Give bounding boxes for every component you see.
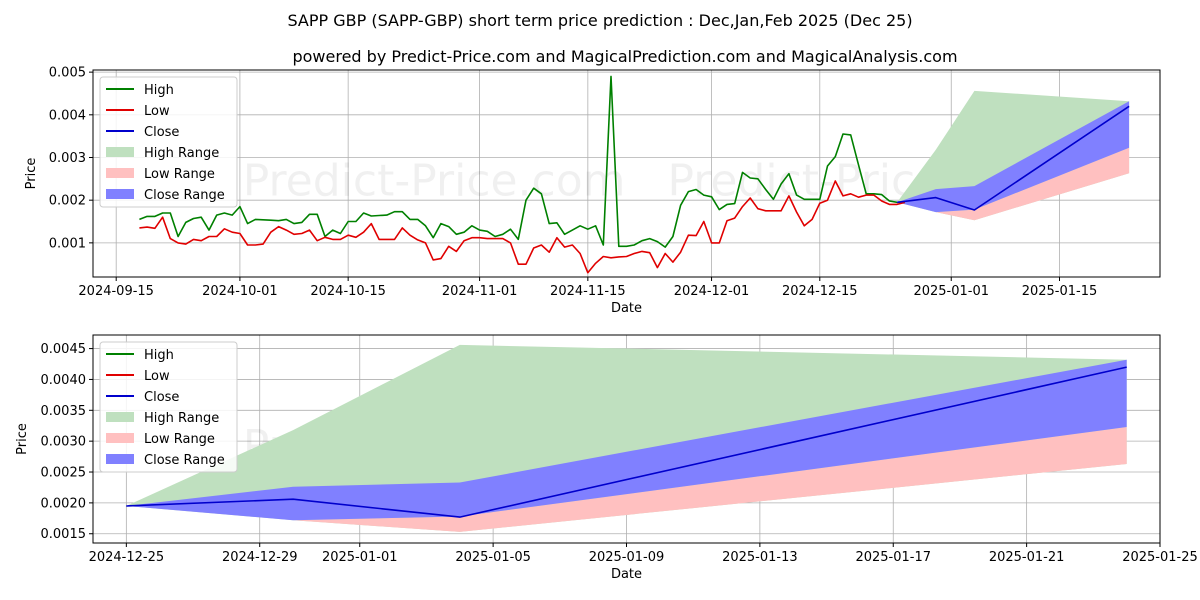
- plot-area: [139, 75, 1130, 274]
- x-tick-label: 2024-12-29: [222, 550, 298, 565]
- high-line: [139, 75, 905, 248]
- x-tick-label: 2025-01-09: [589, 550, 665, 565]
- y-tick-label: 0.004: [49, 108, 86, 123]
- legend-swatch: [106, 147, 134, 157]
- x-tick-label: 2025-01-25: [1122, 550, 1198, 565]
- legend-swatch: [106, 189, 134, 199]
- x-tick-label: 2025-01-13: [722, 550, 798, 565]
- x-tick-label: 2025-01-15: [1022, 284, 1098, 299]
- y-tick-label: 0.0025: [41, 466, 87, 481]
- legend-box: [99, 76, 238, 208]
- legend-label: Close Range: [144, 453, 225, 468]
- y-tick-label: 0.0035: [41, 404, 87, 419]
- x-tick-label: 2024-10-01: [202, 284, 278, 299]
- legend: High Low Close High Range Low Range Close Ran…: [99, 341, 238, 473]
- legend-label: Close: [144, 125, 179, 140]
- legend-label: Low: [144, 104, 170, 119]
- y-tick-label: 0.003: [49, 151, 86, 166]
- plot-area: [126, 344, 1127, 532]
- legend-label: Close: [144, 390, 179, 405]
- x-tick-label: 2025-01-17: [855, 550, 931, 565]
- x-tick-label: 2025-01-21: [989, 550, 1065, 565]
- legend-swatch: [106, 168, 134, 178]
- low-line: [139, 180, 906, 274]
- x-tick-label: 2024-11-01: [442, 284, 518, 299]
- x-tick-label: 2024-11-15: [550, 284, 626, 299]
- legend-box: [99, 341, 238, 473]
- legend-label: Low: [144, 369, 170, 384]
- y-tick-label: 0.0020: [41, 496, 87, 511]
- close-line: [126, 366, 1127, 518]
- x-tick-label: 2025-01-05: [455, 550, 531, 565]
- close-range-band: [126, 359, 1127, 521]
- x-tick-label: 2024-12-01: [674, 284, 750, 299]
- top-plot: Predict-Price.com Predict-Price.com2024-…: [24, 66, 1161, 316]
- x-tick-label: 2024-12-25: [89, 550, 165, 565]
- bottom-plot: Predict-Price.com Predict-Price.com2024-…: [15, 334, 1198, 582]
- x-tick-label: 2024-09-15: [78, 284, 154, 299]
- y-tick-label: 0.005: [49, 66, 86, 81]
- legend-swatch: [106, 412, 134, 422]
- x-axis-label: Date: [611, 301, 642, 316]
- y-tick-label: 0.001: [49, 236, 86, 251]
- close-range-band: [897, 101, 1130, 213]
- legend-label: Low Range: [144, 432, 215, 447]
- legend-swatch: [106, 433, 134, 443]
- y-tick-label: 0.0030: [41, 435, 87, 450]
- legend-label: Close Range: [144, 188, 225, 203]
- legend-swatch: [106, 454, 134, 464]
- x-axis-label: Date: [611, 567, 642, 582]
- legend-label: High Range: [144, 411, 219, 426]
- legend-label: High Range: [144, 146, 219, 161]
- plot-frame: [92, 69, 1161, 278]
- chart-subtitle: powered by Predict-Price.com and Magical…: [292, 47, 957, 66]
- y-tick-label: 0.0040: [41, 373, 87, 388]
- x-tick-label: 2024-12-15: [782, 284, 858, 299]
- y-axis-label: Price: [15, 423, 30, 455]
- y-tick-label: 0.002: [49, 194, 86, 209]
- x-tick-label: 2025-01-01: [913, 284, 989, 299]
- x-tick-label: 2024-10-15: [310, 284, 386, 299]
- y-axis-label: Price: [24, 158, 39, 190]
- y-tick-label: 0.0015: [41, 527, 87, 542]
- legend-label: High: [144, 83, 174, 98]
- x-tick-label: 2025-01-01: [322, 550, 398, 565]
- legend-label: Low Range: [144, 167, 215, 182]
- chart-title: SAPP GBP (SAPP-GBP) short term price pre…: [287, 11, 912, 30]
- low-range-band: [126, 427, 1127, 532]
- legend-label: High: [144, 348, 174, 363]
- legend: High Low Close High Range Low Range Close Ran…: [99, 76, 238, 208]
- low-range-band: [897, 147, 1130, 221]
- y-tick-label: 0.0045: [41, 342, 87, 357]
- close-line: [897, 105, 1130, 211]
